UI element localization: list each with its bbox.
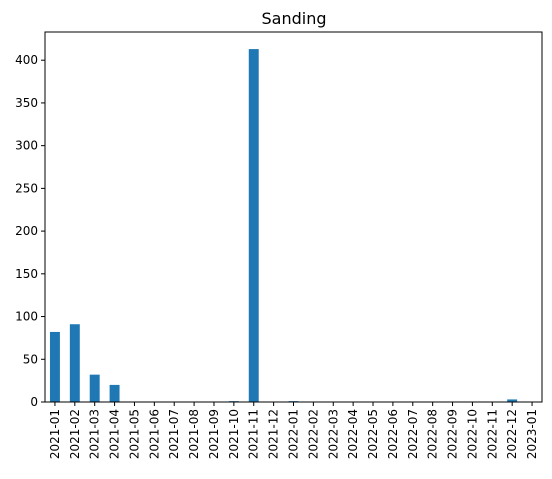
- chart-title: Sanding: [262, 9, 327, 28]
- x-tick-label: 2021-11: [247, 409, 261, 459]
- y-tick-label: 0: [30, 395, 38, 409]
- x-tick-label: 2022-08: [426, 409, 440, 459]
- x-tick-label: 2022-03: [326, 409, 340, 459]
- bar-2022-12: [507, 399, 518, 402]
- y-tick-label: 50: [23, 352, 38, 366]
- y-tick-label: 350: [15, 96, 38, 110]
- x-tick-label: 2022-01: [287, 409, 301, 459]
- y-tick-label: 400: [15, 53, 38, 67]
- y-tick-label: 250: [15, 181, 38, 195]
- y-tick-label: 150: [15, 267, 38, 281]
- x-tick-label: 2022-02: [306, 409, 320, 459]
- y-tick-label: 300: [15, 139, 38, 153]
- x-tick-label: 2021-08: [187, 409, 201, 459]
- x-tick-label: 2022-12: [505, 409, 519, 459]
- plot-frame: [44, 31, 543, 403]
- y-tick-label: 100: [15, 310, 38, 324]
- x-tick-label: 2021-10: [227, 409, 241, 459]
- x-tick-label: 2021-04: [108, 409, 122, 459]
- x-tick-label: 2022-04: [346, 409, 360, 459]
- x-tick-label: 2021-09: [207, 409, 221, 459]
- y-axis: 0 50 100 150 200 250 300 350 400: [15, 53, 45, 409]
- bar-2021-04: [109, 384, 120, 402]
- x-tick-label: 2021-12: [267, 409, 281, 459]
- bar-2021-03: [89, 374, 100, 402]
- x-axis: 2021-01 2021-02 2021-03 2021-04 2021-05 2021-…: [48, 402, 539, 459]
- x-tick-label: 2023-01: [525, 409, 539, 459]
- y-tick-label: 200: [15, 224, 38, 238]
- bar-2021-11: [248, 49, 259, 403]
- x-tick-label: 2021-02: [68, 409, 82, 459]
- x-tick-label: 2021-07: [167, 409, 181, 459]
- bar-2021-01: [49, 331, 60, 402]
- x-tick-label: 2021-03: [88, 409, 102, 459]
- x-tick-label: 2022-07: [406, 409, 420, 459]
- x-tick-label: 2021-05: [127, 409, 141, 459]
- x-tick-label: 2022-05: [366, 409, 380, 459]
- x-tick-label: 2022-11: [485, 409, 499, 459]
- x-tick-label: 2022-06: [386, 409, 400, 459]
- x-tick-label: 2021-01: [48, 409, 62, 459]
- bar-2021-02: [69, 324, 80, 402]
- x-tick-label: 2021-06: [147, 409, 161, 459]
- x-tick-label: 2022-09: [446, 409, 460, 459]
- bars-group: [49, 49, 518, 403]
- x-tick-label: 2022-10: [465, 409, 479, 459]
